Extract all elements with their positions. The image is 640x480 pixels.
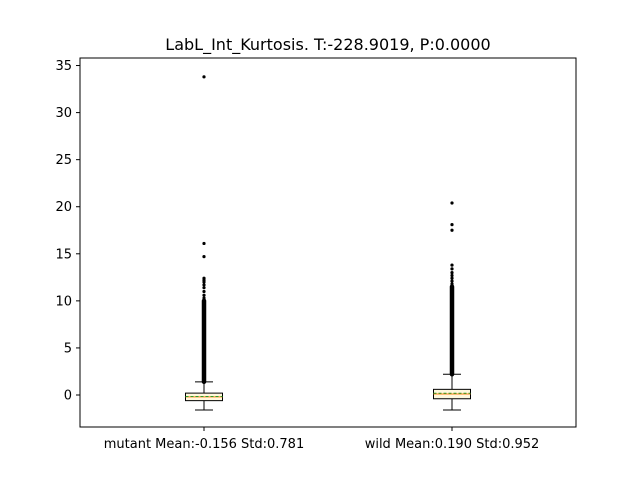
y-tick-label: 5 xyxy=(64,341,72,356)
outlier-point xyxy=(202,276,206,280)
x-tick-label-wild: wild Mean:0.190 Std:0.952 xyxy=(365,437,540,452)
outlier-point xyxy=(450,201,454,205)
box-group xyxy=(185,75,471,411)
outlier-point xyxy=(202,75,206,79)
outlier-point xyxy=(450,223,454,227)
outlier-point xyxy=(202,289,206,294)
y-tick-label: 15 xyxy=(55,247,72,262)
outlier-point xyxy=(450,267,454,271)
box-1 xyxy=(433,201,471,411)
y-tick-label: 10 xyxy=(55,294,72,309)
y-axis: 0 5 10 15 20 25 30 35 xyxy=(55,59,80,403)
outlier-point xyxy=(202,255,206,259)
outlier-point xyxy=(450,228,454,232)
outlier-point xyxy=(202,296,206,300)
plot-area xyxy=(79,57,577,428)
chart-title: LabL_Int_Kurtosis. T:-228.9019, P:0.0000 xyxy=(165,35,490,55)
outlier-point xyxy=(450,282,454,286)
outlier-point xyxy=(202,293,206,297)
outlier-point xyxy=(450,276,454,280)
y-tick-label: 35 xyxy=(55,59,72,74)
outlier-point xyxy=(450,263,454,267)
outlier-point xyxy=(450,279,454,283)
y-tick-label: 30 xyxy=(55,106,72,121)
outlier-point xyxy=(450,273,454,278)
x-tick-label-mutant: mutant Mean:-0.156 Std:0.781 xyxy=(104,437,304,452)
y-tick-label: 0 xyxy=(64,388,72,403)
outlier-point xyxy=(202,286,206,290)
outlier-point xyxy=(450,271,454,275)
y-tick-label: 25 xyxy=(55,153,72,168)
box-0 xyxy=(185,75,223,411)
outlier-point xyxy=(202,283,206,287)
x-axis: mutant Mean:-0.156 Std:0.781 wild Mean:0… xyxy=(104,427,540,452)
outlier-point xyxy=(202,241,206,246)
y-tick-label: 20 xyxy=(55,200,72,215)
